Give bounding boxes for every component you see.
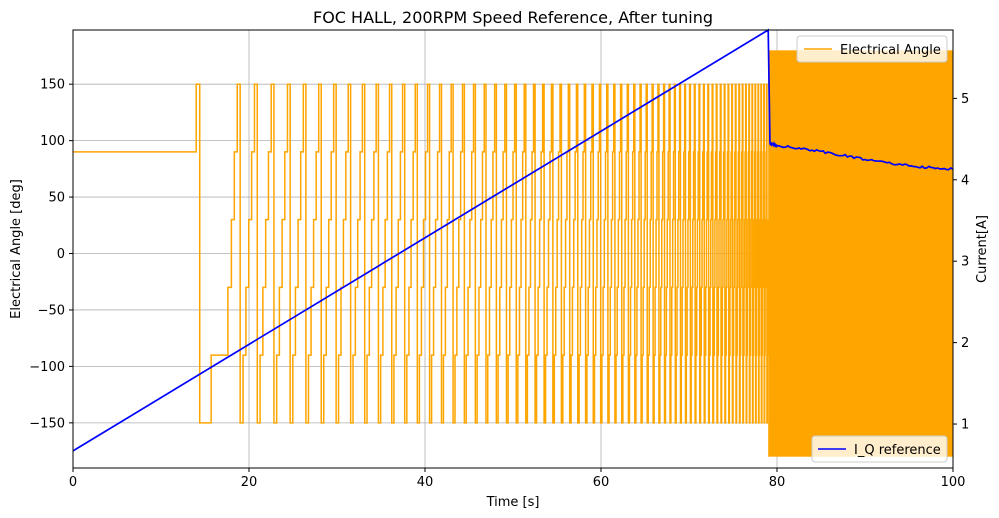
y-left-tick-label: 0 (57, 247, 65, 262)
y-right-tick-label: 5 (961, 92, 969, 107)
y-right-tick-label: 3 (961, 255, 969, 270)
chart-title: FOC HALL, 200RPM Speed Reference, After … (313, 8, 713, 27)
x-tick-label: 20 (241, 475, 258, 490)
legend-iq-reference: I_Q reference (812, 436, 947, 462)
chart: FOC HALL, 200RPM Speed Reference, After … (0, 0, 999, 518)
y-right-ticks: 1 2 3 4 5 (953, 92, 969, 433)
y-left-tick-label: 50 (48, 191, 65, 206)
y-left-tick-label: −150 (29, 416, 65, 431)
legend-label-iq-reference: I_Q reference (854, 443, 941, 458)
x-tick-label: 0 (69, 475, 77, 490)
legend-label-electrical-angle: Electrical Angle (840, 43, 941, 58)
x-axis-label: Time [s] (486, 495, 540, 510)
y-left-tick-label: −50 (38, 303, 65, 318)
y-right-tick-label: 4 (961, 173, 969, 188)
x-tick-label: 100 (941, 475, 966, 490)
y-left-tick-label: −100 (29, 360, 65, 375)
x-tick-label: 80 (769, 475, 786, 490)
y-left-tick-label: 150 (40, 78, 65, 93)
x-tick-label: 60 (593, 475, 610, 490)
x-ticks: 0 20 40 60 80 100 (69, 468, 966, 490)
legend-electrical-angle: Electrical Angle (797, 36, 947, 62)
x-tick-label: 40 (417, 475, 434, 490)
y-left-axis-label: Electrical Angle [deg] (9, 179, 24, 319)
y-left-ticks: −150 −100 −50 0 50 100 150 (29, 78, 73, 432)
y-left-tick-label: 100 (40, 134, 65, 149)
y-right-tick-label: 2 (961, 336, 969, 351)
y-right-axis-label: Current[A] (975, 215, 990, 283)
y-right-tick-label: 1 (961, 418, 969, 433)
electrical-angle-dense-band (768, 50, 953, 456)
